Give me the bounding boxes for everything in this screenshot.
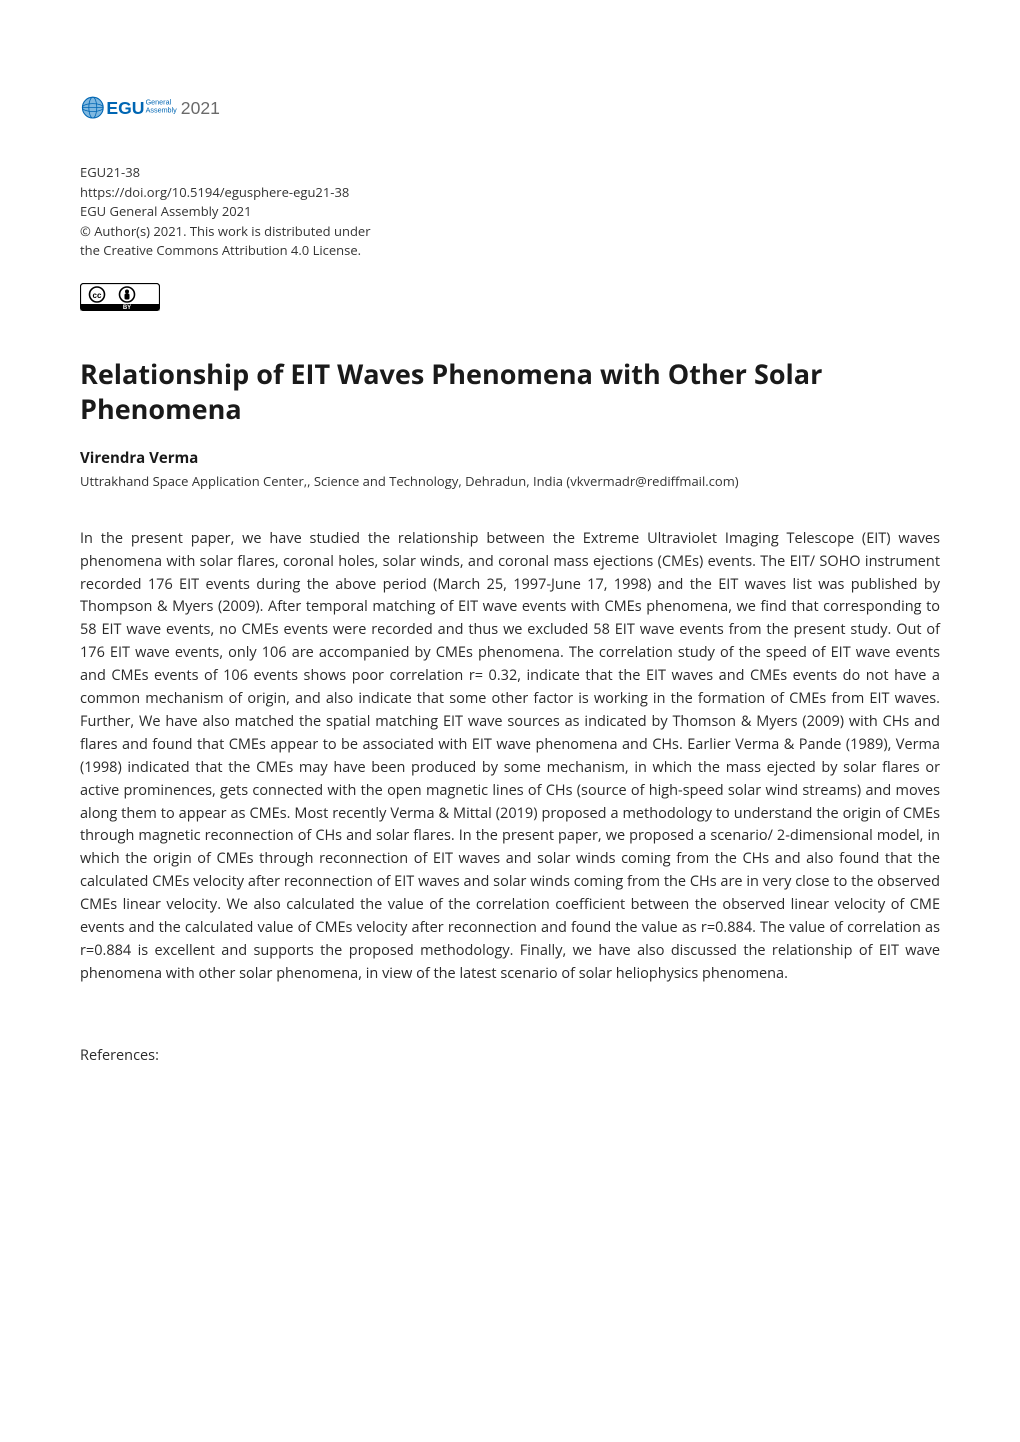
abstract-meta-block: EGU21-38 https://doi.org/10.5194/egusphe… (80, 163, 940, 261)
egu-general-assembly-2021-logo-svg: EGU General Assembly 2021 (80, 90, 240, 130)
svg-text:EGU: EGU (106, 98, 144, 118)
cc-by-badge: cc BY (80, 283, 940, 316)
svg-text:2021: 2021 (181, 98, 220, 118)
abstract-title: Relationship of EIT Waves Phenomena with… (80, 356, 940, 426)
author-affiliation: Uttrakhand Space Application Center,, Sc… (80, 472, 940, 490)
abstract-doi: https://doi.org/10.5194/egusphere-egu21-… (80, 183, 940, 203)
copyright-line-2: the Creative Commons Attribution 4.0 Lic… (80, 241, 940, 261)
abstract-body: In the present paper, we have studied th… (80, 528, 940, 986)
svg-text:Assembly: Assembly (146, 105, 178, 114)
svg-text:cc: cc (93, 291, 102, 300)
author-name: Virendra Verma (80, 448, 940, 468)
cc-by-badge-svg: cc BY (80, 283, 160, 311)
svg-text:BY: BY (123, 305, 131, 311)
copyright-line-1: © Author(s) 2021. This work is distribut… (80, 222, 940, 242)
abstract-id: EGU21-38 (80, 163, 940, 183)
egu-logo: EGU General Assembly 2021 (80, 90, 940, 135)
assembly-name: EGU General Assembly 2021 (80, 202, 940, 222)
references-heading: References: (80, 1046, 940, 1065)
